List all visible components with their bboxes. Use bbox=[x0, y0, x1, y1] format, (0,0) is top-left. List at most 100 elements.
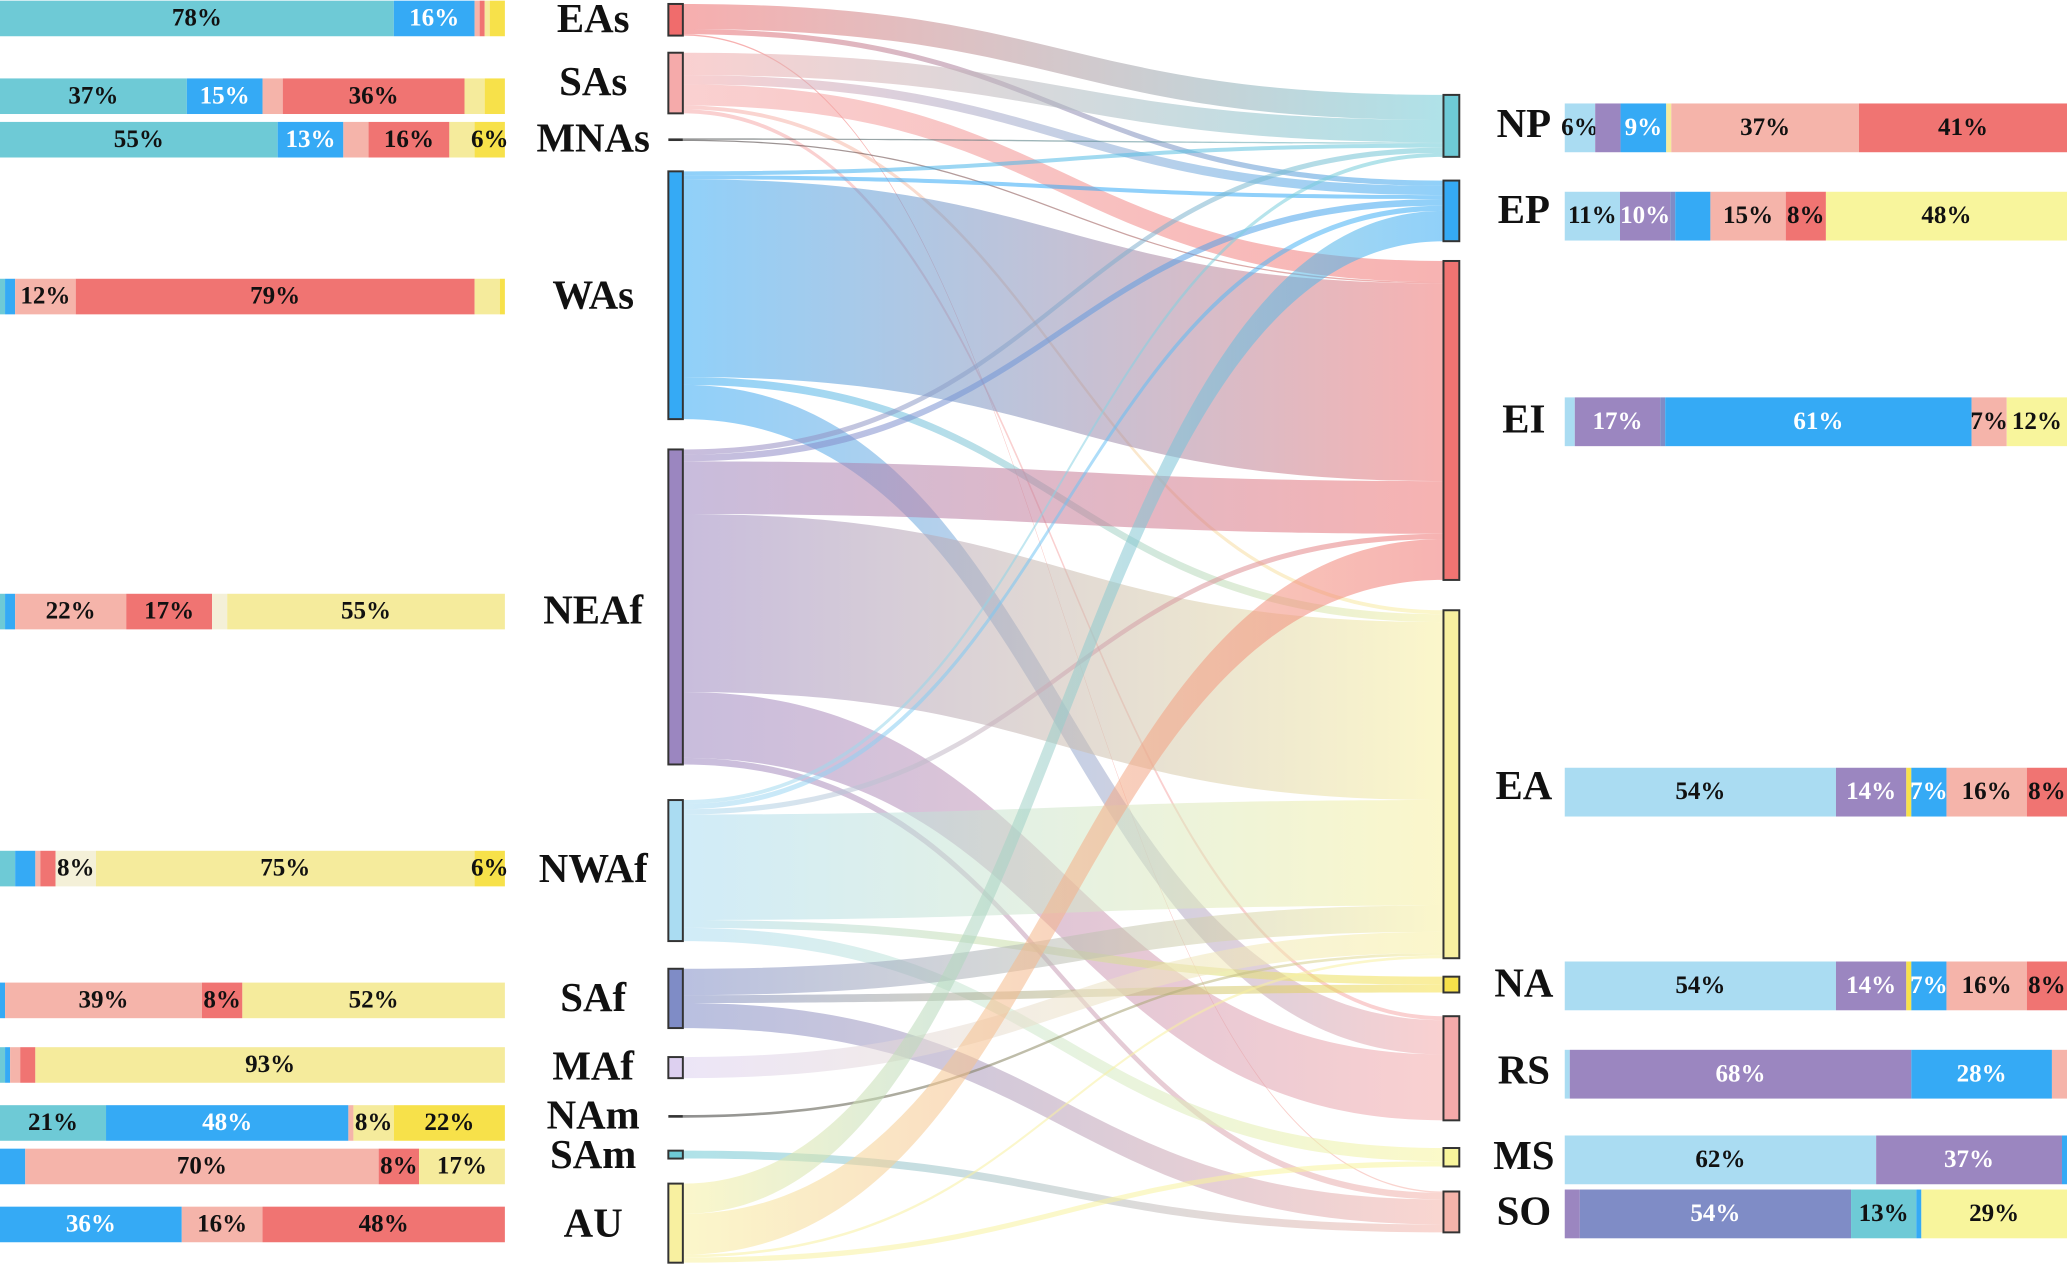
bar-segment bbox=[499, 278, 505, 315]
link bbox=[682, 3, 1444, 120]
node bbox=[667, 2, 684, 37]
bar-segment bbox=[186, 78, 263, 115]
bar-label: 12% bbox=[2012, 408, 2062, 435]
bar-segment bbox=[1564, 103, 1596, 153]
bar-segment bbox=[343, 121, 369, 158]
bar-label: 7% bbox=[1910, 972, 1948, 999]
bar-label: 17% bbox=[144, 598, 194, 625]
node bbox=[668, 138, 683, 142]
bar-segment bbox=[1671, 103, 1859, 153]
bar-label: 10% bbox=[1620, 202, 1670, 229]
node-label: NAm bbox=[547, 1092, 640, 1137]
bar-label: 8% bbox=[203, 986, 241, 1013]
bar-label: 61% bbox=[1793, 408, 1843, 435]
node bbox=[668, 1115, 683, 1118]
node-label: NP bbox=[1497, 101, 1551, 146]
node bbox=[667, 799, 684, 943]
bar-segment bbox=[55, 850, 96, 887]
link bbox=[682, 152, 1444, 805]
link bbox=[682, 143, 1444, 176]
bar-label: 8% bbox=[2028, 778, 2066, 805]
node-label: SAm bbox=[550, 1132, 636, 1177]
bar-segment bbox=[484, 78, 505, 115]
bar-label: 75% bbox=[260, 855, 310, 882]
bar-segment bbox=[1825, 191, 2067, 241]
bar-label: 70% bbox=[177, 1153, 227, 1180]
bar-segment bbox=[35, 850, 41, 887]
bar-segment bbox=[1858, 103, 2067, 153]
bar-label: 48% bbox=[202, 1109, 252, 1136]
bar-segment bbox=[2061, 1135, 2067, 1185]
node bbox=[1442, 609, 1461, 960]
node bbox=[1442, 259, 1461, 581]
node-label: EP bbox=[1498, 187, 1550, 232]
bar-segment bbox=[35, 1047, 505, 1083]
node-label: AU bbox=[564, 1200, 623, 1245]
bar-segment bbox=[489, 0, 505, 37]
bar-segment bbox=[1579, 1189, 1852, 1239]
bar-segment bbox=[5, 593, 16, 630]
node-label: EAs bbox=[557, 0, 630, 41]
bar-segment bbox=[1574, 397, 1661, 447]
bar-segment bbox=[1971, 397, 2007, 447]
bar-segment bbox=[1660, 397, 1666, 447]
bar-label: 78% bbox=[172, 5, 222, 32]
link bbox=[682, 461, 1444, 534]
bar-segment bbox=[227, 593, 505, 630]
bar-segment bbox=[1564, 767, 1836, 817]
bar-segment bbox=[181, 1206, 263, 1243]
bar-label: 14% bbox=[1846, 972, 1896, 999]
bar-segment bbox=[0, 850, 16, 887]
bar-label: 17% bbox=[1592, 408, 1642, 435]
bar-label: 6% bbox=[471, 126, 509, 153]
link bbox=[682, 905, 1444, 996]
bar-segment bbox=[484, 0, 490, 37]
node bbox=[667, 1182, 684, 1264]
bar-segment bbox=[262, 78, 283, 115]
link bbox=[682, 1161, 1444, 1263]
bar-segment bbox=[126, 593, 213, 630]
bar-label: 17% bbox=[437, 1153, 487, 1180]
bar-label: 15% bbox=[1723, 202, 1773, 229]
bar-segment bbox=[1619, 191, 1671, 241]
bar-segment bbox=[1564, 1189, 1580, 1239]
link bbox=[682, 931, 1444, 1079]
bar-segment bbox=[95, 850, 475, 887]
bar-label: 6% bbox=[471, 855, 509, 882]
link bbox=[682, 75, 1444, 196]
bar-label: 68% bbox=[1716, 1060, 1766, 1087]
bar-segment bbox=[393, 1105, 505, 1141]
bar-segment bbox=[0, 121, 278, 158]
bar-segment bbox=[378, 1148, 420, 1185]
bar-segment bbox=[15, 593, 127, 630]
bar-label: 7% bbox=[1970, 408, 2008, 435]
link bbox=[682, 109, 1444, 1021]
node bbox=[667, 967, 684, 1030]
bar-segment bbox=[1911, 961, 1947, 1011]
bar-label: 55% bbox=[114, 126, 164, 153]
bar-segment bbox=[1564, 397, 1575, 447]
link bbox=[682, 927, 1444, 1162]
link bbox=[682, 955, 1444, 1258]
bar-segment bbox=[1564, 1135, 1877, 1185]
bar-segment bbox=[464, 78, 485, 115]
bar-label: 55% bbox=[341, 598, 391, 625]
link bbox=[682, 952, 1444, 1118]
bar-label: 21% bbox=[28, 1109, 78, 1136]
bar-segment bbox=[419, 1148, 505, 1185]
bar-segment bbox=[353, 1105, 394, 1141]
bar-segment bbox=[1569, 1049, 1912, 1099]
bar-label: 8% bbox=[355, 1109, 393, 1136]
bar-segment bbox=[2006, 397, 2067, 447]
bar-segment bbox=[15, 278, 76, 315]
bar-label: 54% bbox=[1675, 972, 1725, 999]
bar-segment bbox=[1916, 1189, 1922, 1239]
bar-segment bbox=[1675, 191, 1711, 241]
bar-label: 16% bbox=[409, 5, 459, 32]
bar-label: 37% bbox=[1944, 1146, 1994, 1173]
bar-segment bbox=[5, 1047, 11, 1083]
bar-label: 37% bbox=[1740, 114, 1790, 141]
node-label: MS bbox=[1493, 1133, 1554, 1178]
link bbox=[682, 210, 1444, 1214]
